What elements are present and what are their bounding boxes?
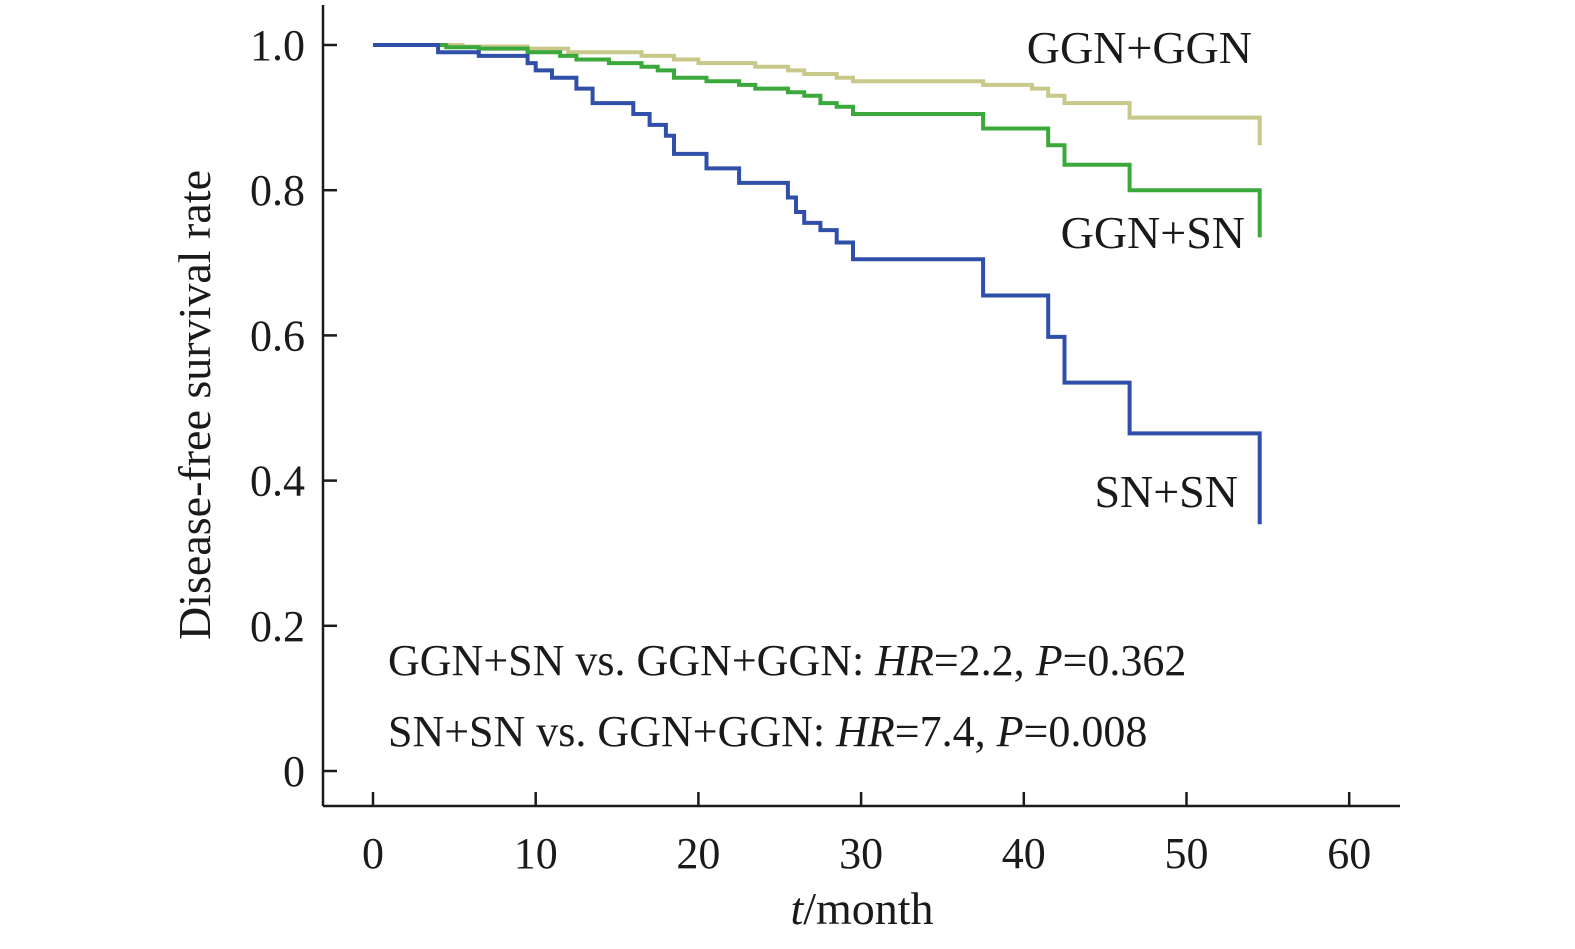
y-tick-label: 0.2	[250, 602, 305, 651]
stat-1-p-label: P	[1035, 636, 1063, 685]
y-tick-label: 1.0	[250, 21, 305, 70]
x-axis-title: t/month	[790, 883, 933, 934]
y-tick-label: 0.4	[250, 457, 305, 506]
x-tick-label: 30	[839, 829, 883, 878]
stat-1-comparison: GGN+SN vs. GGN+GGN:	[388, 636, 875, 685]
axes: 0 10 20 30 40 50 60 0 0.2 0.4 0.6 0.8 1.0	[250, 5, 1400, 878]
x-tick-label: 50	[1165, 829, 1209, 878]
x-tick-label: 20	[676, 829, 720, 878]
y-tick-label: 0.8	[250, 166, 305, 215]
plot-lines	[373, 43, 1262, 525]
stat-2-comparison: SN+SN vs. GGN+GGN:	[388, 707, 836, 756]
series-label-ggn-ggn: GGN+GGN	[1027, 22, 1252, 73]
series-label-sn-sn: SN+SN	[1094, 466, 1238, 517]
stat-annotation-2: SN+SN vs. GGN+GGN: HR=7.4, P=0.008	[388, 707, 1147, 756]
x-axis-title-variable: t	[790, 883, 804, 934]
series-line-ggn-sn	[373, 43, 1262, 238]
stat-1-p-value: =0.362	[1063, 636, 1187, 685]
stat-2-hr-label: HR	[835, 707, 895, 756]
x-tick-label: 0	[362, 829, 384, 878]
series-line-sn-sn	[373, 43, 1262, 525]
stat-1-hr-value: =2.2,	[934, 636, 1036, 685]
x-tick-label: 10	[514, 829, 558, 878]
x-axis-title-unit: /month	[803, 883, 933, 934]
y-ticks: 0 0.2 0.4 0.6 0.8 1.0	[250, 21, 337, 796]
y-axis-title: Disease-free survival rate	[169, 170, 220, 640]
x-tick-label: 60	[1327, 829, 1371, 878]
series-label-ggn-sn: GGN+SN	[1061, 207, 1245, 258]
series-line-ggn-ggn	[373, 43, 1262, 146]
stat-2-hr-value: =7.4,	[895, 707, 997, 756]
x-ticks: 0 10 20 30 40 50 60	[362, 792, 1371, 878]
stat-1-hr-label: HR	[874, 636, 934, 685]
stat-annotation-1: GGN+SN vs. GGN+GGN: HR=2.2, P=0.362	[388, 636, 1186, 685]
y-tick-label: 0	[283, 747, 305, 796]
y-tick-label: 0.6	[250, 311, 305, 360]
x-tick-label: 40	[1002, 829, 1046, 878]
stat-2-p-value: =0.008	[1024, 707, 1148, 756]
stat-2-p-label: P	[996, 707, 1024, 756]
